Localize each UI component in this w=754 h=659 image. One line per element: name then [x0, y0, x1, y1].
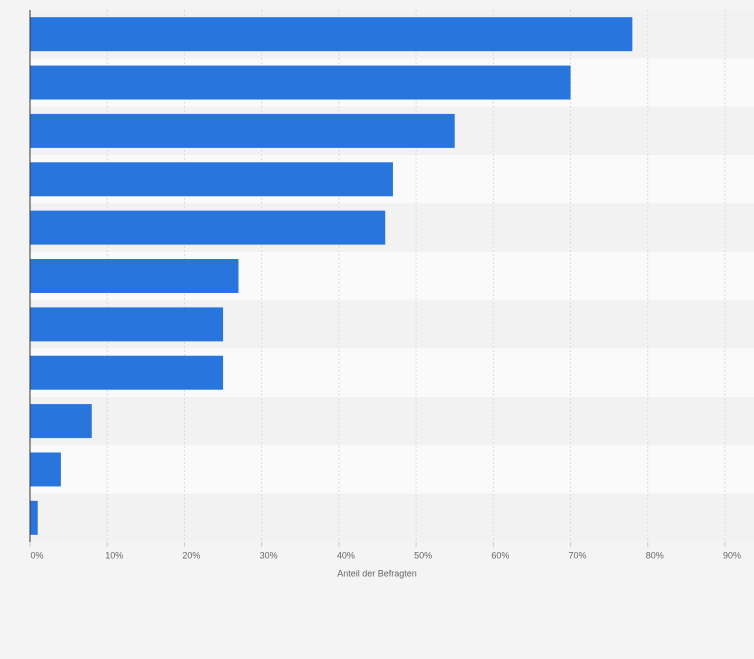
x-tick-label: 20%	[182, 550, 200, 560]
x-tick-label: 10%	[105, 550, 123, 560]
bar	[30, 210, 386, 245]
x-tick-label: 60%	[491, 550, 509, 560]
bar	[30, 355, 224, 390]
x-tick-label: 40%	[337, 550, 355, 560]
x-tick-label: 0%	[30, 550, 43, 560]
x-tick-label: 30%	[260, 550, 278, 560]
bar	[30, 404, 92, 439]
x-tick-label: 70%	[569, 550, 587, 560]
bar	[30, 162, 393, 197]
x-tick-label: 80%	[646, 550, 664, 560]
bar	[30, 259, 239, 293]
x-tick-label: 50%	[414, 550, 432, 560]
bar	[30, 500, 38, 535]
x-axis-title: Anteil der Befragten	[337, 568, 417, 578]
bar	[30, 452, 61, 487]
bar	[30, 307, 224, 342]
row-band	[30, 493, 754, 542]
x-tick-label: 90%	[723, 550, 741, 560]
row-band	[30, 445, 754, 494]
bar	[30, 113, 455, 148]
row-band	[30, 396, 754, 446]
bar	[30, 17, 633, 52]
bar	[30, 65, 571, 100]
